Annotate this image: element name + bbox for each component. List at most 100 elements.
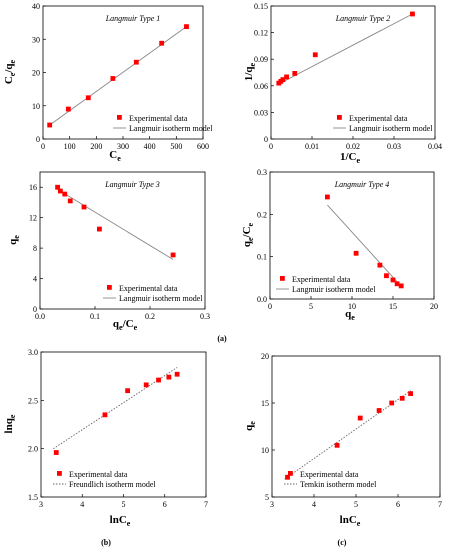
x-axis-label: qe/Ce (113, 318, 138, 332)
chart-1: 0 100 200 300 400 500 600 0 10 20 30 40 Langmuir Typ… (3, 2, 213, 163)
y-tick-label: 16 (29, 183, 37, 192)
y-tick-label: 3.0 (28, 348, 38, 357)
y-tick-label: 12 (29, 214, 37, 223)
x-tick-label: 300 (117, 142, 129, 151)
x-tick-label: 7 (438, 500, 442, 509)
x-tick-label: 6 (396, 500, 400, 509)
data-point (47, 122, 53, 128)
y-axis-label: lnqe (3, 414, 17, 433)
data-point (159, 40, 165, 46)
x-axis-label: lnCe (110, 514, 131, 528)
chart-title: Langmuir Type 2 (335, 14, 391, 23)
chart-4: 0 5 10 15 20 0.0 0.1 0.2 0.3 Langmuir Type 4 qe qe/… (241, 168, 438, 322)
y-tick-label: 2.5 (28, 396, 38, 405)
x-axis-label: lnCe (340, 514, 361, 528)
data-point (133, 59, 139, 65)
x-tick-label: 0.1 (90, 312, 100, 321)
legend-marker-points (337, 115, 342, 120)
y-tick-label: 4 (33, 275, 37, 284)
panel-label-a: (a) (217, 334, 227, 343)
x-tick-label: 5 (309, 302, 313, 311)
data-point (174, 371, 180, 377)
data-point (408, 391, 413, 396)
y-axis-label: 1/qe (243, 62, 257, 81)
y-tick-label: 10 (32, 102, 40, 111)
y-tick-label: 0.09 (254, 55, 268, 64)
x-tick-label: 0.2 (145, 312, 155, 321)
data-point (67, 198, 73, 204)
data-point (285, 474, 290, 480)
data-point (143, 382, 149, 388)
model-line (276, 13, 413, 86)
y-tick-label: 0.15 (254, 2, 268, 11)
legend-label-experimental: Experimental data (129, 114, 188, 123)
data-point (110, 76, 116, 81)
x-tick-label: 6 (163, 500, 167, 509)
x-tick-label: 0 (268, 302, 272, 311)
model-line (56, 188, 174, 260)
y-tick-label: 5 (265, 493, 269, 502)
x-tick-label: 100 (64, 142, 76, 151)
data-point (377, 262, 383, 268)
legend-label-model: Langmuir isotherm model (119, 294, 203, 303)
data-point (125, 388, 131, 394)
x-tick-label: 600 (197, 142, 209, 151)
chart-3: 0.0 0.1 0.2 0.3 0 4 8 12 16 Langmuir Type 3 qe/Ce q… (7, 171, 210, 332)
data-point (53, 450, 59, 455)
y-tick-label: 0.0 (257, 295, 267, 304)
legend-label-experimental: Experimental data (119, 284, 178, 293)
data-point (284, 74, 289, 80)
x-tick-label: 200 (90, 142, 102, 151)
data-point (384, 273, 389, 279)
legend-label-experimental: Experimental data (292, 275, 351, 284)
legend-marker-points (57, 471, 62, 476)
x-tick-label: 400 (144, 142, 156, 151)
x-tick-label: 0.0 (35, 312, 45, 321)
y-tick-label: 0.12 (254, 29, 268, 38)
data-point (353, 250, 359, 256)
x-tick-label: 3 (39, 500, 43, 509)
data-point (65, 106, 71, 112)
x-tick-label: 5 (122, 500, 126, 509)
data-point (81, 204, 87, 210)
y-tick-label: 0.06 (254, 82, 268, 91)
x-tick-label: 0.04 (428, 142, 442, 151)
plot-frame (39, 171, 206, 310)
legend-label-model: Langmuir isotherm model (292, 285, 376, 294)
x-tick-label: 10 (348, 302, 356, 311)
x-tick-label: 0.01 (305, 142, 319, 151)
y-axis-label: qe (243, 421, 257, 431)
x-tick-label: 0 (41, 142, 45, 151)
data-point (312, 52, 318, 58)
chart-title: Langmuir Type 1 (105, 14, 161, 23)
data-point (398, 283, 404, 289)
x-tick-label: 4 (312, 500, 316, 509)
data-point (292, 70, 298, 76)
y-tick-label: 10 (261, 446, 269, 455)
chart-title: Langmuir Type 4 (334, 180, 390, 189)
data-point (55, 184, 60, 190)
data-point (156, 377, 161, 383)
data-point (97, 226, 102, 232)
legend-label-model: Langmuir isotherm model (349, 124, 433, 133)
y-tick-label: 20 (32, 69, 40, 78)
y-tick-label: 15 (261, 399, 269, 408)
y-tick-label: 0 (36, 135, 40, 144)
y-axis-label: Ce/qe (3, 59, 17, 84)
legend-label-experimental: Experimental data (300, 470, 359, 479)
x-tick-label: 5 (354, 500, 358, 509)
panel-label-b: (b) (101, 538, 111, 547)
y-tick-label: 1.5 (28, 493, 38, 502)
data-point (325, 194, 330, 200)
model-line (48, 24, 189, 127)
data-point (57, 188, 63, 194)
x-tick-label: 4 (80, 500, 84, 509)
chart-2: 0 0.01 0.02 0.03 0.04 0 0.03 0.06 0.09 0.12 0.15 La… (243, 2, 442, 165)
y-tick-label: 0 (264, 135, 268, 144)
y-tick-label: 8 (33, 244, 37, 253)
